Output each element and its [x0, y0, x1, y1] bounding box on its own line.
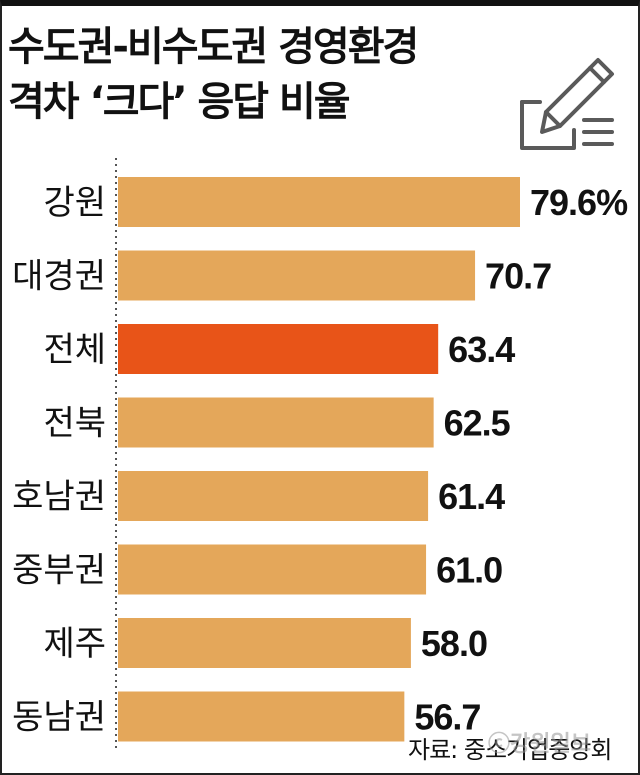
data-label: 62.5: [444, 403, 511, 444]
bar: [118, 397, 434, 448]
data-label: 70.7: [485, 256, 551, 297]
data-label: 63.4: [448, 329, 515, 370]
category-label: 전북: [43, 404, 106, 444]
category-label: 호남권: [12, 477, 106, 517]
bar: [118, 544, 427, 595]
watermark: ⓒ강원일보: [488, 732, 591, 757]
bar-chart: 강원 79.6% 대경권 70.7 전체 63.4 전북 62.5 호남권 61.4 중부권 61.0…: [12, 158, 629, 750]
pencil-checklist-icon: [520, 58, 614, 150]
data-label: 56.7: [414, 697, 480, 738]
source-note: 자료: 중소기업중앙회: [408, 736, 612, 764]
data-label: 79.6%: [530, 182, 628, 223]
category-label: 동남권: [12, 698, 106, 738]
bar: [118, 471, 429, 521]
category-label: 중부권: [12, 551, 106, 591]
data-label: 61.4: [438, 476, 505, 517]
bar: [118, 324, 439, 374]
chart-title: 수도권-비수도권 경영환경 격차 ‘크다’ 응답 비율: [8, 20, 528, 130]
data-label: 61.0: [436, 550, 502, 591]
bar: [118, 250, 476, 301]
bar: [118, 691, 405, 742]
category-label: 제주: [43, 624, 106, 664]
title-line-1: 수도권-비수도권 경영환경: [8, 24, 419, 70]
data-label: 58.0: [421, 623, 487, 664]
category-label: 전체: [43, 330, 106, 370]
bar: [118, 177, 520, 227]
category-label: 대경권: [12, 257, 106, 297]
category-label: 강원: [43, 183, 106, 223]
title-line-2: 격차 ‘크다’ 응답 비율: [8, 79, 351, 125]
bar: [118, 618, 411, 668]
